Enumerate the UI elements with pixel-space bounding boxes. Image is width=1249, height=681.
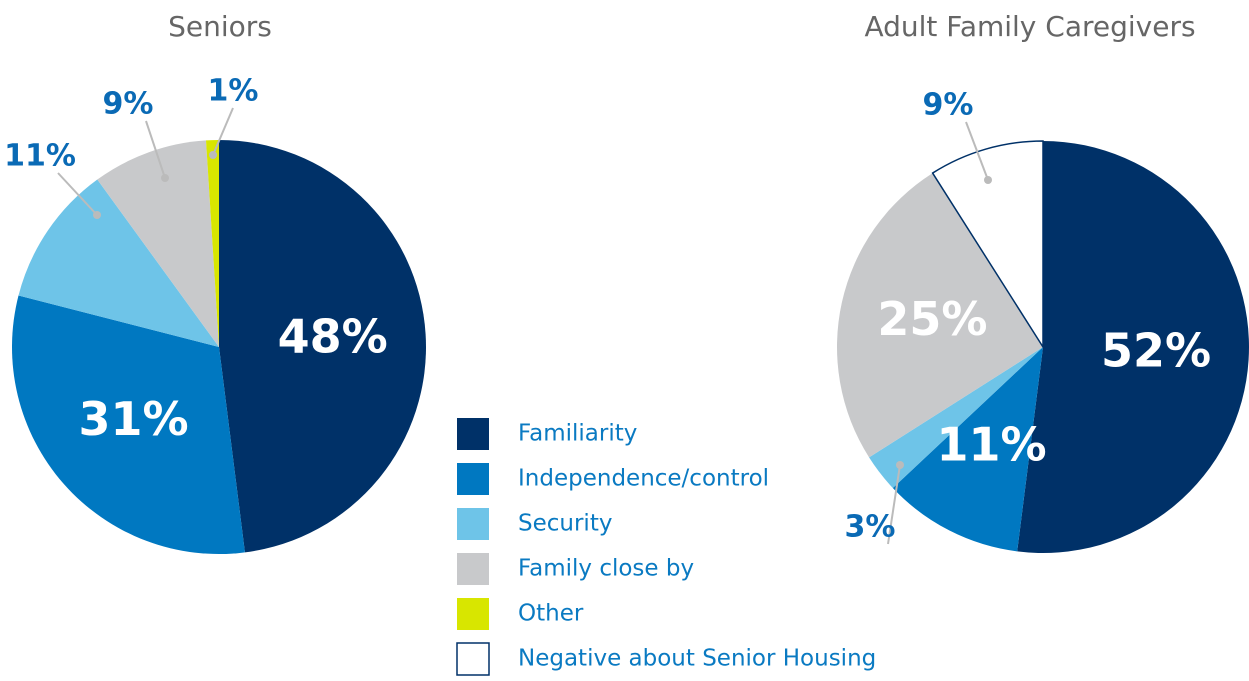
data-label: 11% [4, 139, 76, 174]
leader-dot [984, 176, 992, 184]
data-label: 25% [877, 292, 987, 346]
legend-label: Familiarity [518, 421, 637, 447]
data-label: 52% [1101, 324, 1211, 378]
legend-label: Negative about Senior Housing [518, 646, 876, 672]
data-label: 11% [937, 417, 1047, 471]
leader-line [212, 107, 234, 156]
legend-swatch [457, 508, 489, 540]
data-label: 31% [79, 392, 189, 446]
leader-line [887, 464, 901, 545]
data-label: 3% [845, 510, 896, 545]
leader-dot [93, 211, 101, 219]
leader-line [145, 120, 166, 179]
legend-swatch [456, 642, 490, 676]
legend-swatch [457, 463, 489, 495]
pie-slice [837, 173, 1043, 458]
pie-slice [892, 347, 1043, 552]
chart-title: Adult Family Caregivers [864, 10, 1195, 43]
legend-swatch [457, 553, 489, 585]
pie-slice [206, 140, 219, 347]
pie-slice [1017, 141, 1249, 553]
pie-slice [219, 140, 427, 553]
legend-label: Other [518, 601, 584, 627]
pie-slice [11, 295, 245, 554]
chart-title: Seniors [168, 10, 272, 43]
leader-dot [209, 151, 217, 159]
leader-line [965, 121, 989, 181]
pie-slice [869, 347, 1043, 489]
legend-label: Family close by [518, 556, 694, 582]
legend-swatch [457, 598, 489, 630]
pie-slice [931, 140, 1044, 350]
leader-dot [896, 461, 904, 469]
pie-slice [97, 140, 219, 347]
leader-dot [161, 174, 169, 182]
legend-swatch [457, 418, 489, 450]
pie-slice [18, 179, 220, 347]
data-label: 48% [278, 309, 388, 363]
legend-label: Independence/control [518, 466, 769, 492]
legend-label: Security [518, 511, 612, 537]
data-label: 1% [208, 74, 259, 109]
leader-line [57, 172, 98, 216]
data-label: 9% [923, 88, 974, 123]
data-label: 9% [103, 87, 154, 122]
